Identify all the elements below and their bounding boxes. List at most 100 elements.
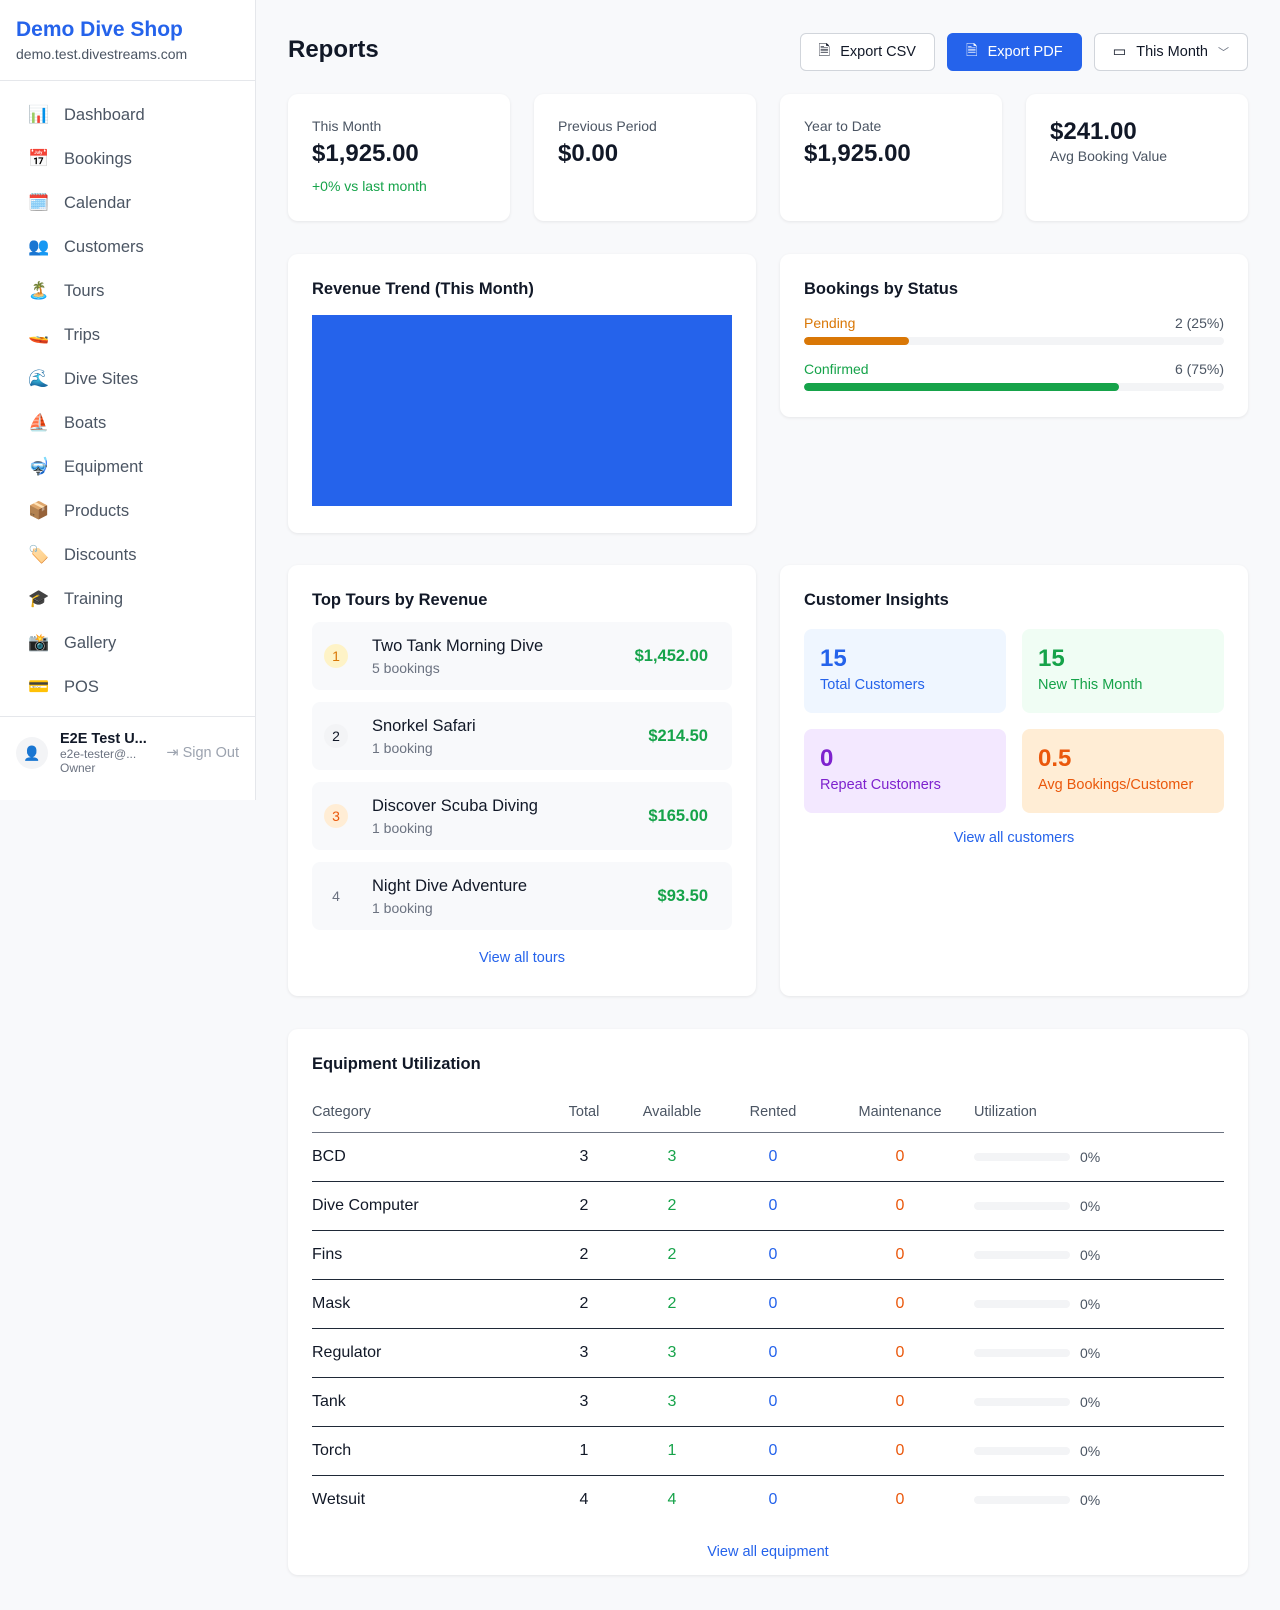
maintenance-cell: 0 xyxy=(826,1132,974,1182)
tour-row[interactable]: 2 Snorkel Safari 1 booking $214.50 xyxy=(312,702,732,770)
stat-change: +0% vs last month xyxy=(312,178,427,194)
card-title: Revenue Trend (This Month) xyxy=(312,280,534,298)
bookings-icon: 📅 xyxy=(28,149,50,168)
total-cell: 2 xyxy=(544,1279,624,1329)
export-pdf-button[interactable]: 🗎 Export PDF xyxy=(946,33,1082,71)
utilization-bar xyxy=(974,1299,1070,1308)
sidebar-item-pos[interactable]: 💳 POS xyxy=(16,665,239,709)
sidebar-item-label: Boats xyxy=(64,413,107,432)
insight-new-this-month: 15 New This Month xyxy=(1022,629,1224,713)
maintenance-cell: 0 xyxy=(826,1328,974,1378)
available-cell: 3 xyxy=(624,1377,720,1427)
stat-card-year-to-date: Year to Date $1,925.00 xyxy=(780,94,1002,221)
utilization-value: 0% xyxy=(1080,1491,1101,1508)
calendar-icon: 🗓️ xyxy=(28,193,50,212)
sidebar: Demo Dive Shop demo.test.divestreams.com… xyxy=(0,0,256,800)
sidebar-item-customers[interactable]: 👥 Customers xyxy=(16,225,239,269)
sidebar-item-trips[interactable]: 🚤 Trips xyxy=(16,313,239,357)
sidebar-item-products[interactable]: 📦 Products xyxy=(16,489,239,533)
sidebar-item-equipment[interactable]: 🤿 Equipment xyxy=(16,445,239,489)
stat-card-previous-period: Previous Period $0.00 xyxy=(534,94,756,221)
stat-label: This Month xyxy=(312,118,382,134)
insight-value: 15 xyxy=(820,645,847,672)
brand: Demo Dive Shop demo.test.divestreams.com xyxy=(0,0,255,81)
sidebar-item-tours[interactable]: 🏝️ Tours xyxy=(16,269,239,313)
utilization-value: 0% xyxy=(1080,1148,1101,1165)
view-all-equipment-link[interactable]: View all equipment xyxy=(707,1544,829,1560)
available-cell: 3 xyxy=(624,1328,720,1378)
maintenance-cell: 0 xyxy=(826,1279,974,1329)
calendar-icon: ▭ xyxy=(1112,44,1127,60)
status-count: 2 (25%) xyxy=(1174,315,1224,331)
customer-insights-card: Customer Insights 15 Total Customers 15 Ne… xyxy=(780,565,1248,996)
pos-icon: 💳 xyxy=(28,677,50,696)
insight-label: Repeat Customers xyxy=(820,777,941,793)
sidebar-item-training[interactable]: 🎓 Training xyxy=(16,577,239,621)
available-cell: 4 xyxy=(667,1490,677,1508)
rented-cell: 0 xyxy=(720,1279,826,1329)
utilization-value: 0% xyxy=(1080,1246,1101,1263)
tour-name: Two Tank Morning Dive xyxy=(372,636,544,655)
view-all-tours-link[interactable]: View all tours xyxy=(479,950,565,966)
utilization-bar xyxy=(974,1250,1070,1259)
sidebar-item-label: Products xyxy=(64,501,130,520)
status-progress-track xyxy=(804,383,1224,391)
stat-card-this-month: This Month $1,925.00 +0% vs last month xyxy=(288,94,510,221)
sidebar-item-dashboard[interactable]: 📊 Dashboard xyxy=(16,93,239,137)
total-cell: 3 xyxy=(544,1328,624,1378)
export-csv-button[interactable]: 🗎 Export CSV xyxy=(799,33,935,71)
sidebar-item-bookings[interactable]: 📅 Bookings xyxy=(16,137,239,181)
column-header-available: Available xyxy=(624,1092,720,1133)
sidebar-item-calendar[interactable]: 🗓️ Calendar xyxy=(16,181,239,225)
rented-cell: 0 xyxy=(768,1490,778,1508)
sidebar-item-label: Calendar xyxy=(64,193,131,212)
view-all-customers-link[interactable]: View all customers xyxy=(953,830,1075,846)
period-select[interactable]: ▭ This Month ﹀ xyxy=(1093,33,1248,71)
total-cell: 4 xyxy=(579,1490,589,1508)
stat-value: $0.00 xyxy=(558,140,619,167)
table-row: Tank 3 3 0 0 0% xyxy=(312,1377,1224,1427)
user-role: Owner xyxy=(60,761,96,775)
tour-row[interactable]: 1 Two Tank Morning Dive 5 bookings $1,452.0… xyxy=(312,622,732,690)
status-progress-fill xyxy=(804,383,1119,391)
stat-label: Previous Period xyxy=(558,118,657,134)
status-row-pending: Pending 2 (25%) xyxy=(804,315,1224,345)
chevron-down-icon: ﹀ xyxy=(1218,47,1229,59)
insight-total-customers: 15 Total Customers xyxy=(804,629,1006,713)
utilization-value: 0% xyxy=(1080,1393,1101,1410)
discounts-icon: 🏷️ xyxy=(28,545,50,564)
maintenance-cell: 0 xyxy=(826,1181,974,1231)
utilization-value: 0% xyxy=(1080,1442,1101,1459)
rented-cell: 0 xyxy=(720,1426,826,1476)
sidebar-item-label: Training xyxy=(64,589,123,608)
rented-cell: 0 xyxy=(720,1328,826,1378)
tour-row[interactable]: 4 Night Dive Adventure 1 booking $93.50 xyxy=(312,862,732,930)
sidebar-item-gallery[interactable]: 📸 Gallery xyxy=(16,621,239,665)
table-row: Fins 2 2 0 0 0% xyxy=(312,1230,1224,1280)
sidebar-item-boats[interactable]: ⛵ Boats xyxy=(16,401,239,445)
utilization-value: 0% xyxy=(1080,1344,1101,1361)
column-header-maintenance: Maintenance xyxy=(826,1092,974,1133)
category-cell: Tank xyxy=(312,1377,544,1427)
card-title: Top Tours by Revenue xyxy=(312,591,488,609)
tour-revenue: $93.50 xyxy=(657,886,708,905)
column-header-category: Category xyxy=(312,1092,544,1133)
utilization-bar xyxy=(974,1397,1070,1406)
sign-out-button[interactable]: ⇥ Sign Out xyxy=(166,745,239,761)
status-label: Pending xyxy=(804,315,856,331)
shop-name[interactable]: Demo Dive Shop xyxy=(16,18,183,41)
insight-label: New This Month xyxy=(1038,677,1143,693)
sidebar-item-dive-sites[interactable]: 🌊 Dive Sites xyxy=(16,357,239,401)
stat-value: $1,925.00 xyxy=(804,140,911,167)
available-cell: 3 xyxy=(624,1132,720,1182)
total-cell: 2 xyxy=(544,1181,624,1231)
rank-badge: 4 xyxy=(332,888,340,904)
tour-row[interactable]: 3 Discover Scuba Diving 1 booking $165.00 xyxy=(312,782,732,850)
insight-repeat-customers: 0 Repeat Customers xyxy=(804,729,1006,813)
page-title: Reports xyxy=(288,36,379,63)
period-value: This Month xyxy=(1136,44,1208,60)
sidebar-item-discounts[interactable]: 🏷️ Discounts xyxy=(16,533,239,577)
sign-out-icon: ⇥ xyxy=(166,745,183,761)
tour-revenue: $214.50 xyxy=(648,726,708,745)
user-email: e2e-tester@... xyxy=(60,747,137,761)
